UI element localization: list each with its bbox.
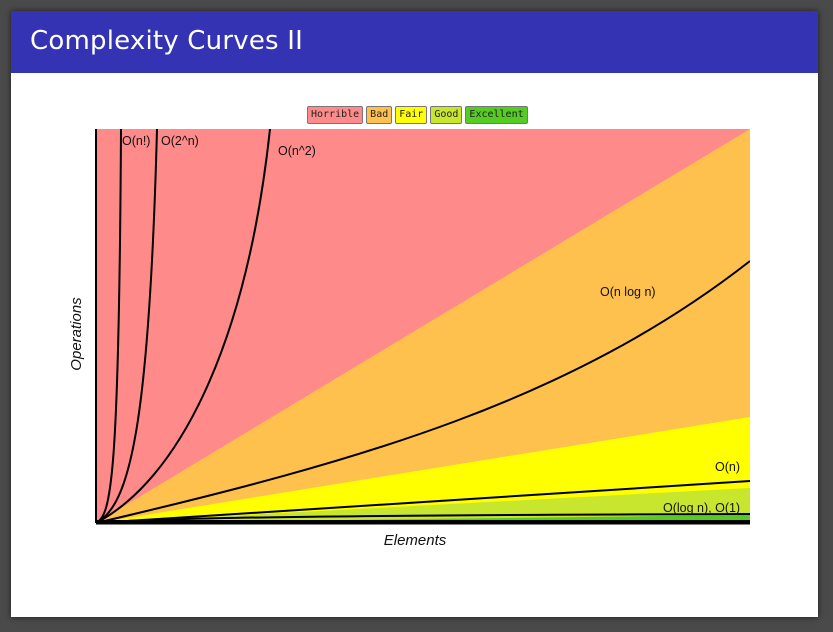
label-quadratic: O(n^2) — [278, 144, 316, 158]
complexity-chart: O(n!) O(2^n) O(n^2) O(n log n) O(n) O(lo… — [68, 129, 750, 549]
label-log-const: O(log n), O(1) — [663, 501, 740, 515]
label-exponential: O(2^n) — [161, 134, 199, 148]
curve-exponential — [96, 129, 158, 523]
curve-nlogn — [96, 260, 750, 523]
curve-quadratic — [96, 129, 271, 523]
curve-linear — [96, 480, 750, 523]
curve-factorial — [96, 129, 122, 523]
label-factorial: O(n!) — [122, 134, 150, 148]
legend-good: Good — [430, 106, 463, 124]
slide-title: Complexity Curves II — [30, 26, 303, 56]
x-axis-label: Elements — [384, 532, 447, 549]
region-bad — [96, 129, 750, 523]
legend-horrible: Horrible — [307, 106, 364, 124]
label-nlogn: O(n log n) — [600, 285, 656, 299]
region-fair — [96, 417, 750, 523]
legend-fair: Fair — [395, 106, 428, 124]
label-linear: O(n) — [715, 460, 740, 474]
legend-bad: Bad — [366, 106, 393, 124]
y-axis-label: Operations — [68, 297, 85, 371]
legend: Horrible Bad Fair Good Excellent — [307, 106, 528, 124]
slide: Complexity Curves II Horrible Bad Fair G… — [11, 11, 818, 617]
legend-excellent: Excellent — [465, 106, 528, 124]
slide-header: Complexity Curves II — [11, 11, 818, 73]
